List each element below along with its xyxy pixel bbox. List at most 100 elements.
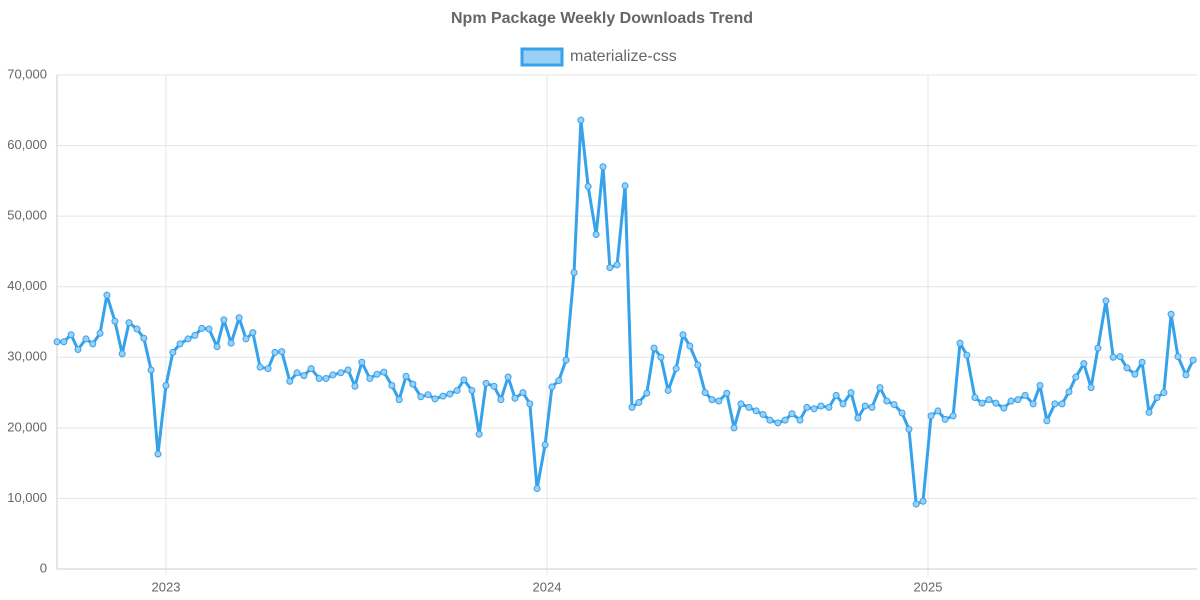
data-point	[176, 340, 184, 348]
data-point	[1131, 370, 1139, 378]
data-point	[358, 358, 366, 366]
data-point	[511, 394, 519, 402]
series-line	[57, 118, 1195, 506]
data-point	[766, 416, 774, 424]
data-point	[861, 402, 869, 410]
data-point	[985, 396, 993, 404]
data-point	[686, 342, 694, 350]
data-point	[839, 400, 847, 408]
data-point	[198, 324, 206, 332]
data-point	[1094, 344, 1102, 352]
data-point	[796, 416, 804, 424]
data-point	[919, 497, 927, 505]
data-point	[825, 403, 833, 411]
data-point	[89, 340, 97, 348]
data-point	[577, 116, 585, 124]
data-point	[1189, 356, 1197, 364]
data-point	[949, 412, 957, 420]
legend-label: materialize-css	[570, 48, 677, 65]
data-point	[759, 410, 767, 418]
data-point	[533, 485, 541, 493]
chart-title: Npm Package Weekly Downloads Trend	[451, 10, 753, 27]
x-tick-label: 2024	[533, 579, 562, 594]
data-point	[147, 366, 155, 374]
data-point	[898, 409, 906, 417]
data-point	[584, 183, 592, 191]
y-tick-label: 40,000	[7, 278, 47, 293]
data-point	[890, 401, 898, 409]
data-point	[745, 403, 753, 411]
data-point	[388, 382, 396, 390]
data-point	[526, 400, 534, 408]
x-tick-label: 2023	[152, 579, 181, 594]
data-point	[504, 373, 512, 381]
data-point	[322, 374, 330, 382]
data-point	[657, 353, 665, 361]
data-point	[154, 450, 162, 458]
data-point	[883, 397, 891, 405]
data-point	[402, 372, 410, 380]
y-tick-label: 0	[40, 560, 47, 575]
data-point	[963, 351, 971, 359]
data-point	[562, 356, 570, 364]
data-point	[978, 399, 986, 407]
data-point	[810, 405, 818, 413]
y-tick-label: 50,000	[7, 208, 47, 223]
legend-swatch	[520, 47, 564, 67]
y-tick-label: 30,000	[7, 349, 47, 364]
data-point	[621, 182, 629, 190]
data-point	[395, 396, 403, 404]
data-point	[570, 269, 578, 277]
data-point	[490, 382, 498, 390]
data-point	[679, 331, 687, 339]
data-point	[446, 390, 454, 398]
data-point	[1153, 394, 1161, 402]
data-point	[264, 365, 272, 373]
data-point	[293, 369, 301, 377]
data-point	[643, 389, 651, 397]
data-point	[169, 348, 177, 356]
data-point	[1182, 371, 1190, 379]
data-point	[1065, 388, 1073, 396]
data-point	[1080, 360, 1088, 368]
data-point	[934, 407, 942, 415]
y-tick-label: 20,000	[7, 419, 47, 434]
data-point	[1036, 382, 1044, 390]
data-point	[555, 377, 563, 385]
data-point	[162, 382, 170, 390]
data-point	[439, 392, 447, 400]
data-point	[1123, 364, 1131, 372]
data-point	[67, 331, 75, 339]
data-point	[1000, 404, 1008, 412]
data-point	[548, 383, 556, 391]
x-tick-label: 2025	[914, 579, 943, 594]
data-point	[1058, 400, 1066, 408]
data-point	[817, 402, 825, 410]
data-point	[417, 393, 425, 401]
y-tick-label: 60,000	[7, 137, 47, 152]
data-point	[694, 361, 702, 369]
data-point	[96, 329, 104, 337]
data-point	[606, 264, 614, 272]
data-point	[723, 389, 731, 397]
data-point	[1116, 353, 1124, 361]
data-point	[613, 261, 621, 269]
data-point	[592, 230, 600, 238]
data-point	[1072, 373, 1080, 381]
data-point	[460, 376, 468, 384]
data-point	[271, 348, 279, 356]
data-point	[133, 325, 141, 333]
y-tick-label: 10,000	[7, 490, 47, 505]
data-point	[941, 415, 949, 423]
data-point	[715, 397, 723, 405]
data-point	[380, 368, 388, 376]
data-point	[832, 391, 840, 399]
data-point	[497, 396, 505, 404]
data-point	[541, 441, 549, 449]
data-point	[315, 374, 323, 382]
data-point	[1014, 396, 1022, 404]
data-point	[701, 389, 709, 397]
data-point	[1102, 297, 1110, 305]
data-point	[519, 389, 527, 397]
